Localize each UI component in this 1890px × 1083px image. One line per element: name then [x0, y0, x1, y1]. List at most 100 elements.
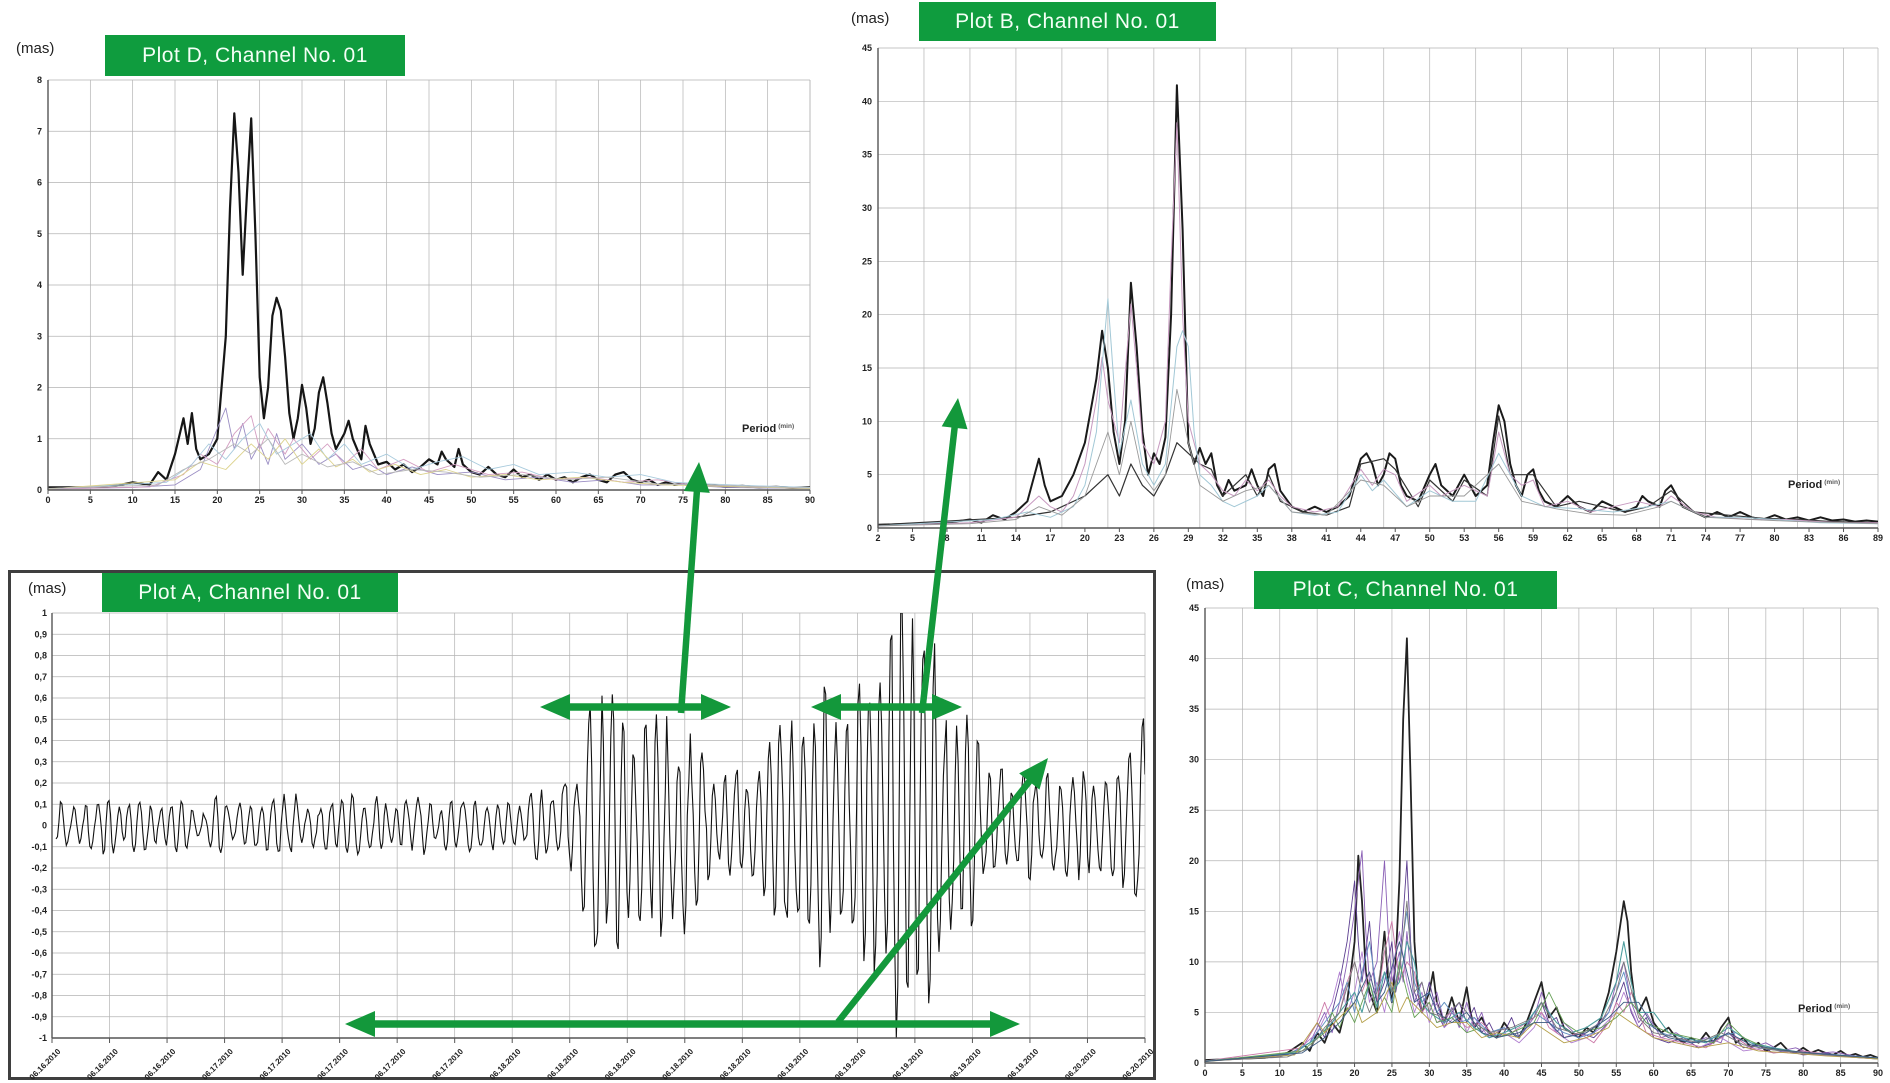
svg-text:25: 25 — [255, 495, 265, 505]
svg-text:80: 80 — [720, 495, 730, 505]
svg-text:32: 32 — [1218, 533, 1228, 543]
svg-text:86: 86 — [1839, 533, 1849, 543]
plot-d-unit-label: (mas) — [16, 40, 55, 57]
svg-text:7: 7 — [37, 126, 42, 136]
svg-text:1: 1 — [37, 434, 42, 444]
svg-text:77: 77 — [1735, 533, 1745, 543]
svg-text:20: 20 — [862, 310, 872, 320]
svg-text:23: 23 — [1114, 533, 1124, 543]
svg-text:2: 2 — [875, 533, 880, 543]
svg-text:90: 90 — [805, 495, 815, 505]
svg-text:5: 5 — [1194, 1007, 1199, 1017]
svg-text:25: 25 — [1189, 805, 1199, 815]
svg-text:40: 40 — [1499, 1068, 1509, 1078]
svg-text:0: 0 — [45, 495, 50, 505]
svg-text:29: 29 — [1183, 533, 1193, 543]
svg-text:8: 8 — [37, 75, 42, 85]
plot-a-title-banner: Plot A, Channel No. 01 — [102, 573, 398, 612]
svg-text:5: 5 — [867, 470, 872, 480]
svg-text:50: 50 — [466, 495, 476, 505]
plot-c-title-banner: Plot C, Channel No. 01 — [1254, 571, 1557, 609]
svg-text:15: 15 — [170, 495, 180, 505]
svg-text:20: 20 — [1189, 856, 1199, 866]
svg-text:5: 5 — [910, 533, 915, 543]
svg-text:11: 11 — [977, 533, 987, 543]
svg-text:0: 0 — [37, 485, 42, 495]
svg-text:6: 6 — [37, 178, 42, 188]
svg-text:68: 68 — [1632, 533, 1642, 543]
svg-text:59: 59 — [1528, 533, 1538, 543]
svg-text:40: 40 — [862, 96, 872, 106]
svg-text:83: 83 — [1804, 533, 1814, 543]
svg-text:44: 44 — [1356, 533, 1366, 543]
svg-text:30: 30 — [297, 495, 307, 505]
svg-text:17: 17 — [1045, 533, 1055, 543]
svg-text:26: 26 — [1149, 533, 1159, 543]
svg-text:70: 70 — [1723, 1068, 1733, 1078]
svg-text:45: 45 — [424, 495, 434, 505]
svg-text:55: 55 — [1611, 1068, 1621, 1078]
svg-text:89: 89 — [1873, 533, 1883, 543]
svg-text:30: 30 — [1189, 755, 1199, 765]
svg-text:56: 56 — [1494, 533, 1504, 543]
svg-text:20: 20 — [1080, 533, 1090, 543]
plot-d-title-banner: Plot D, Channel No. 01 — [105, 35, 405, 76]
svg-text:40: 40 — [1189, 654, 1199, 664]
svg-text:0: 0 — [1194, 1058, 1199, 1068]
plot-b-title-banner: Plot B, Channel No. 01 — [919, 2, 1216, 41]
svg-text:35: 35 — [1252, 533, 1262, 543]
svg-text:10: 10 — [1189, 957, 1199, 967]
svg-text:0: 0 — [867, 523, 872, 533]
svg-text:45: 45 — [862, 43, 872, 53]
svg-text:50: 50 — [1574, 1068, 1584, 1078]
plot-c-unit-label: (mas) — [1186, 576, 1225, 593]
svg-text:75: 75 — [1761, 1068, 1771, 1078]
svg-text:74: 74 — [1701, 533, 1711, 543]
svg-text:50: 50 — [1425, 533, 1435, 543]
svg-text:35: 35 — [1462, 1068, 1472, 1078]
svg-text:71: 71 — [1666, 533, 1676, 543]
svg-text:30: 30 — [862, 203, 872, 213]
svg-text:15: 15 — [1312, 1068, 1322, 1078]
svg-text:53: 53 — [1459, 533, 1469, 543]
svg-text:45: 45 — [1189, 603, 1199, 613]
svg-text:85: 85 — [1836, 1068, 1846, 1078]
svg-text:Period(min): Period (min) — [1798, 1003, 1850, 1015]
svg-text:85: 85 — [763, 495, 773, 505]
svg-text:47: 47 — [1390, 533, 1400, 543]
svg-text:8: 8 — [944, 533, 949, 543]
svg-text:60: 60 — [551, 495, 561, 505]
svg-text:38: 38 — [1287, 533, 1297, 543]
svg-text:65: 65 — [1686, 1068, 1696, 1078]
svg-text:0: 0 — [1202, 1068, 1207, 1078]
svg-text:5: 5 — [1240, 1068, 1245, 1078]
svg-text:20: 20 — [1350, 1068, 1360, 1078]
svg-text:5: 5 — [88, 495, 93, 505]
svg-text:35: 35 — [339, 495, 349, 505]
plot-a-frame — [8, 570, 1156, 1080]
svg-text:4: 4 — [37, 280, 42, 290]
svg-text:25: 25 — [862, 256, 872, 266]
svg-text:41: 41 — [1321, 533, 1331, 543]
svg-text:90: 90 — [1873, 1068, 1883, 1078]
svg-text:45: 45 — [1536, 1068, 1546, 1078]
svg-text:14: 14 — [1011, 533, 1021, 543]
plot-a-unit-label: (mas) — [28, 580, 67, 597]
svg-text:10: 10 — [1275, 1068, 1285, 1078]
svg-text:10: 10 — [862, 416, 872, 426]
svg-text:3: 3 — [37, 331, 42, 341]
svg-text:80: 80 — [1770, 533, 1780, 543]
svg-text:15: 15 — [1189, 906, 1199, 916]
svg-text:65: 65 — [593, 495, 603, 505]
svg-text:10: 10 — [128, 495, 138, 505]
svg-text:75: 75 — [678, 495, 688, 505]
svg-text:Period(min): Period (min) — [1788, 479, 1840, 491]
svg-text:25: 25 — [1387, 1068, 1397, 1078]
svg-text:20: 20 — [212, 495, 222, 505]
svg-text:65: 65 — [1597, 533, 1607, 543]
svg-text:55: 55 — [509, 495, 519, 505]
svg-text:15: 15 — [862, 363, 872, 373]
svg-text:80: 80 — [1798, 1068, 1808, 1078]
svg-text:5: 5 — [37, 229, 42, 239]
